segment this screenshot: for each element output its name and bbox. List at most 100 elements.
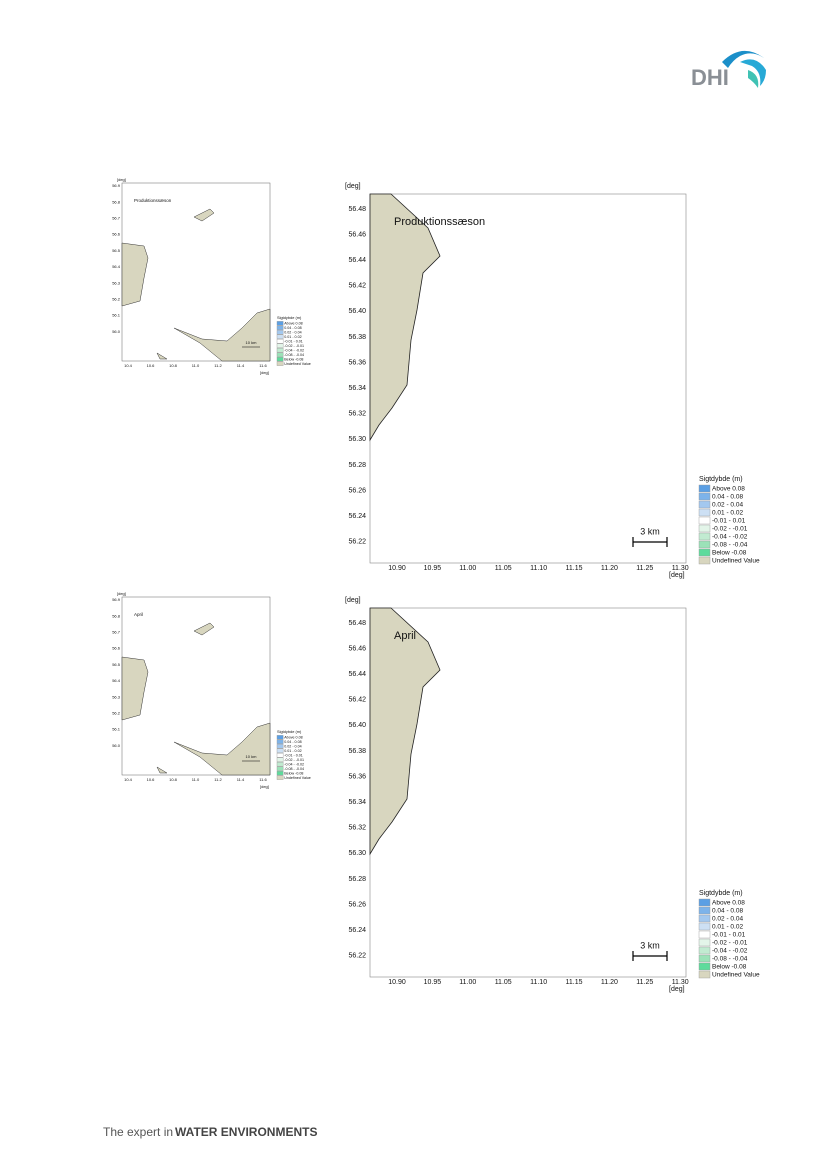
overview-y-tick-label: 56.6 (112, 232, 121, 237)
legend-label: Below -0.08 (284, 357, 303, 361)
overview-scale-label: 10 km (246, 340, 258, 345)
y-tick-label: 56.22 (348, 539, 366, 546)
y-tick-label: 56.46 (348, 231, 366, 238)
y-tick-label: 56.46 (348, 645, 366, 652)
legend-label: Below -0.08 (712, 964, 747, 971)
legend-label: -0.04 - -0.02 (712, 534, 748, 541)
overview-y-tick-label: 56.1 (112, 313, 121, 318)
legend-label: Above 0.08 (284, 321, 302, 325)
x-tick-label: 11.00 (459, 979, 476, 986)
overview-y-tick-label: 56.5 (112, 662, 121, 667)
legend-label: 0.04 - 0.08 (284, 326, 301, 330)
legend-swatch (276, 748, 284, 753)
legend-swatch (698, 532, 711, 541)
x-tick-label: 11.25 (636, 979, 653, 986)
legend-label: 0.02 - 0.04 (712, 916, 743, 923)
x-tick-label: 11.25 (636, 565, 653, 572)
legend-label: 0.02 - 0.04 (284, 330, 301, 334)
overview-x-unit: [deg] (260, 370, 269, 375)
legend-label: 0.01 - 0.02 (284, 749, 301, 753)
overview-y-tick-label: 56.0 (112, 329, 121, 334)
overview-x-tick-label: 10.4 (124, 777, 133, 782)
legend-swatch (698, 492, 711, 501)
x-tick-label: 10.90 (388, 565, 406, 572)
legend-swatch (698, 540, 711, 549)
scale-bar (632, 951, 668, 961)
legend-swatch (698, 930, 711, 939)
y-tick-label: 56.42 (348, 283, 366, 290)
legend-label: -0.04 - -0.02 (284, 762, 304, 766)
legend-label: Above 0.08 (284, 735, 302, 739)
overview-y-unit: [deg] (117, 177, 126, 182)
legend-title: Sigtdybde (m) (277, 315, 302, 320)
legend-swatch (276, 348, 284, 353)
y-tick-label: 56.34 (348, 385, 366, 392)
legend-label: -0.02 - -0.01 (712, 940, 748, 947)
y-tick-label: 56.40 (348, 722, 366, 729)
y-tick-label: 56.30 (348, 436, 366, 443)
legend-label: 0.01 - 0.02 (284, 335, 301, 339)
x-unit: [deg] (669, 572, 685, 579)
overview-y-tick-label: 56.5 (112, 248, 121, 253)
map-land (369, 193, 441, 442)
map-panel-label: Produktionssæson (394, 216, 485, 228)
legend-swatch (276, 343, 284, 348)
overview-land (193, 622, 215, 636)
legend-label: 0.01 - 0.02 (712, 924, 743, 931)
overview-land (121, 242, 149, 307)
overview-y-tick-label: 56.2 (112, 710, 121, 715)
figure-panel: Produktionssæson[deg][deg]56.956.856.756… (112, 177, 760, 579)
overview-x-tick-label: 11.4 (237, 777, 245, 782)
overview-scale-label: 10 km (246, 754, 258, 759)
overview-x-tick-label: 10.8 (169, 363, 178, 368)
legend-label: -0.08 - -0.04 (712, 542, 748, 549)
legend-label: -0.01 - 0.01 (712, 932, 746, 939)
legend-swatch (276, 753, 284, 758)
x-tick-label: 11.20 (601, 565, 618, 572)
y-unit: [deg] (345, 183, 361, 190)
legend-label: -0.02 - -0.01 (284, 344, 304, 348)
legend-swatch (698, 508, 711, 517)
scale-bar (632, 537, 668, 547)
overview-y-tick-label: 56.0 (112, 743, 121, 748)
logo-swoosh (748, 70, 759, 88)
legend-label: -0.02 - -0.01 (284, 758, 304, 762)
overview-x-tick-label: 11.4 (237, 363, 245, 368)
legend-label: Below -0.08 (284, 771, 303, 775)
overview-x-tick-label: 11.6 (259, 363, 267, 368)
legend-label: Below -0.08 (712, 550, 747, 557)
overview-x-tick-label: 11.2 (214, 363, 222, 368)
legend-swatch (698, 922, 711, 931)
legend-label: 0.04 - 0.08 (284, 740, 301, 744)
scale-bar-label: 3 km (640, 526, 660, 536)
legend-label: -0.01 - 0.01 (284, 339, 303, 343)
legend-swatch (276, 757, 284, 762)
overview-y-tick-label: 56.4 (112, 264, 121, 269)
overview-x-tick-label: 11.0 (192, 363, 200, 368)
legend-swatch (698, 524, 711, 533)
legend-label: 0.04 - 0.08 (712, 908, 743, 915)
map-panel-label: April (394, 630, 416, 642)
y-tick-label: 56.28 (348, 462, 366, 469)
legend-swatch (276, 735, 284, 740)
overview-x-tick-label: 11.6 (259, 777, 267, 782)
legend-label: 0.01 - 0.02 (712, 510, 743, 517)
overview-y-tick-label: 56.3 (112, 694, 121, 699)
legend-swatch (698, 516, 711, 525)
overview-x-unit: [deg] (260, 784, 269, 789)
legend-label: 0.02 - 0.04 (712, 502, 743, 509)
footer-lead: The expert in (103, 1125, 173, 1139)
x-tick-label: 11.30 (672, 979, 689, 986)
y-tick-label: 56.44 (348, 257, 366, 264)
y-tick-label: 56.44 (348, 671, 366, 678)
legend-swatch (698, 962, 711, 971)
overview-land (173, 722, 271, 776)
overview-land (156, 352, 168, 360)
x-tick-label: 11.30 (672, 565, 689, 572)
legend-swatch (276, 330, 284, 335)
legend-label: Undefined Value (712, 558, 760, 565)
y-tick-label: 56.38 (348, 748, 366, 755)
legend-swatch (276, 339, 284, 344)
overview-y-tick-label: 56.3 (112, 280, 121, 285)
